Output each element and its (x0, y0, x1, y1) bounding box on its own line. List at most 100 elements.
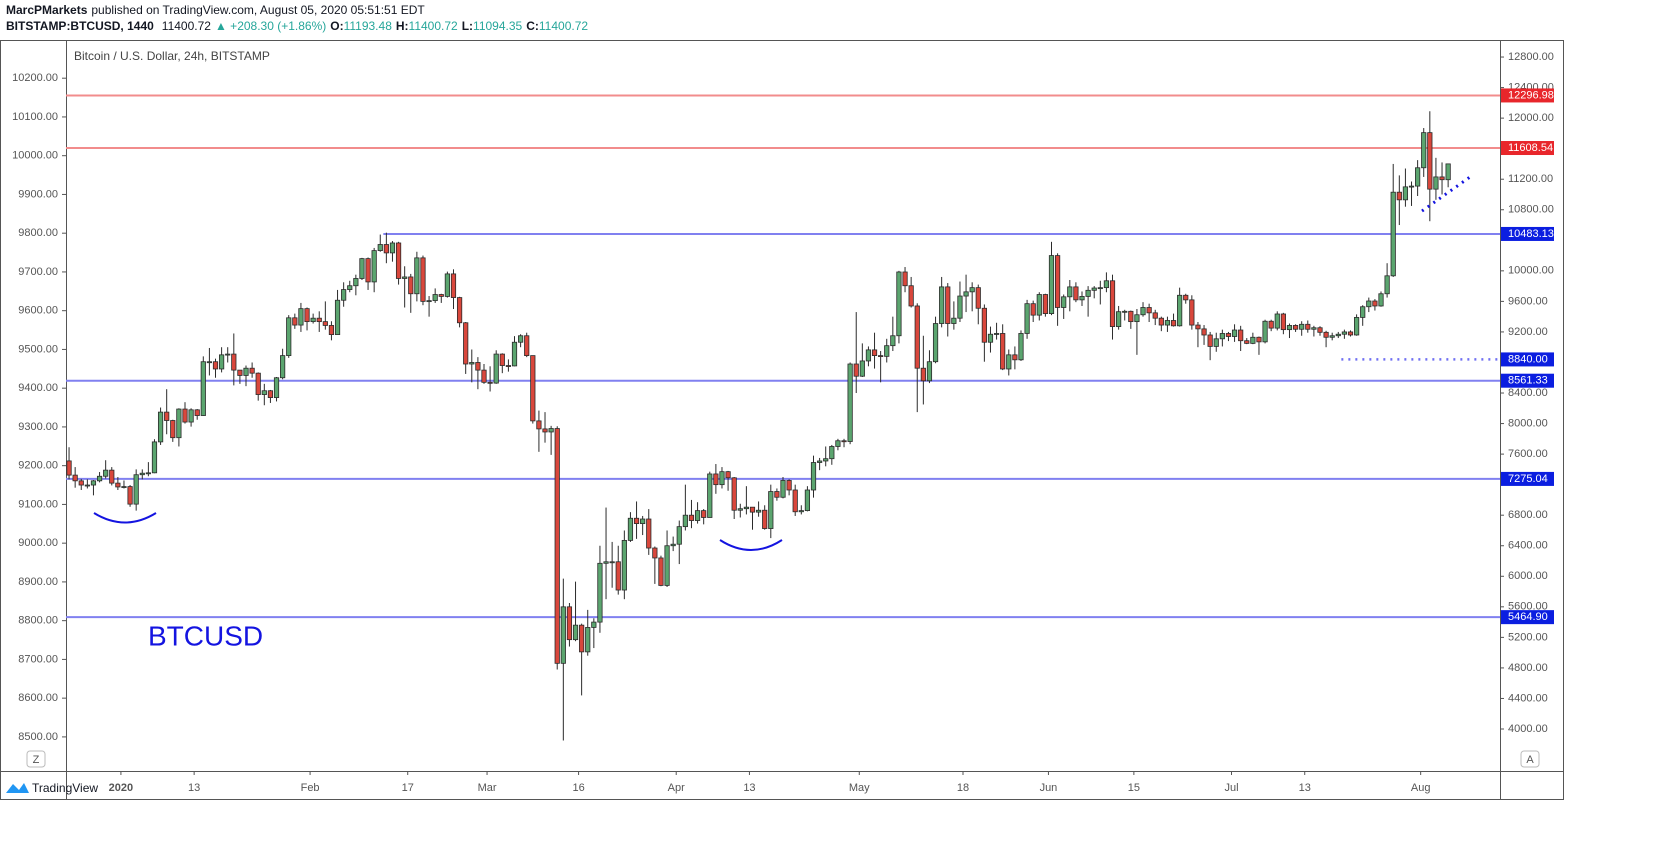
price-tag-label: 12296.98 (1508, 89, 1554, 101)
candle-body (243, 367, 249, 376)
candle-body (151, 441, 158, 474)
y-tick-label: 8400.00 (1508, 387, 1548, 399)
candle-body (621, 539, 627, 591)
candle-body (755, 509, 762, 513)
ohlc-value: 11193.48 (344, 19, 393, 33)
candle-body (511, 341, 518, 367)
candle-body (231, 353, 237, 371)
y-tick-label: 12000.00 (1508, 112, 1554, 124)
candle-body (579, 624, 585, 653)
left-y-tick-label: 9700.00 (18, 266, 58, 278)
candle-body (1366, 300, 1372, 308)
candle-body (438, 294, 444, 297)
candle-body (1067, 286, 1073, 298)
price-tag-label: 7275.04 (1508, 473, 1548, 485)
candle-body (768, 491, 774, 529)
candle-body (835, 440, 841, 447)
candle-body (249, 367, 255, 374)
candle-body (90, 480, 97, 486)
candle-body (1042, 294, 1048, 315)
candle-body (1201, 328, 1207, 336)
chart-legend: Bitcoin / U.S. Dollar, 24h, BITSTAMP (74, 49, 270, 63)
candle-body (585, 627, 591, 653)
author: MarcPMarkets (6, 3, 88, 17)
left-y-tick-label: 10100.00 (12, 111, 58, 123)
candle-body (914, 305, 920, 369)
candle-body (389, 242, 396, 254)
left-y-tick-label: 9400.00 (18, 382, 58, 394)
candle-body (1238, 329, 1244, 342)
candle-body (280, 355, 286, 379)
price-tag (1501, 226, 1554, 241)
candle-body (1329, 335, 1335, 338)
candle-body (1128, 310, 1134, 323)
candle-body (66, 460, 72, 476)
candle-body (170, 420, 176, 439)
candle-body (164, 411, 170, 421)
x-tick-label: Mar (478, 782, 497, 794)
candle-body (572, 624, 579, 641)
candle-body (1250, 336, 1256, 344)
candle-body (774, 491, 780, 498)
candle-body (493, 353, 499, 384)
candle-body (469, 362, 475, 365)
candle-body (731, 477, 737, 511)
candle-body (1183, 294, 1189, 301)
candle-body (1018, 333, 1024, 361)
candle-body (499, 353, 505, 366)
candle-body (1415, 167, 1421, 187)
candle-body (200, 361, 206, 416)
candle-body (1006, 354, 1012, 370)
candle-body (121, 486, 127, 488)
x-tick-label: Jun (1040, 782, 1058, 794)
candle-body (536, 420, 542, 430)
left-y-tick-label: 10200.00 (12, 72, 58, 84)
left-y-tick-label: 8600.00 (18, 692, 58, 704)
candle-body (682, 514, 688, 528)
left-y-tick-label: 8900.00 (18, 576, 58, 588)
candle-body (603, 561, 609, 564)
header-line1: MarcPMarkets published on TradingView.com… (6, 3, 425, 17)
candle-body (1164, 320, 1171, 326)
candle-body (817, 460, 823, 463)
candle-body (975, 287, 981, 309)
y-tick-label: 12800.00 (1508, 51, 1554, 63)
candle-body (1396, 191, 1402, 201)
candle-body (1305, 323, 1311, 330)
left-y-tick-label: 9500.00 (18, 343, 58, 355)
candle-body (878, 355, 884, 358)
y-tick-label: 10800.00 (1508, 204, 1554, 216)
x-tick-label: 13 (188, 782, 200, 794)
corner-button[interactable] (26, 750, 46, 768)
y-tick-label: 5600.00 (1508, 601, 1548, 613)
candle-body (127, 486, 133, 505)
y-tick-label: 11200.00 (1508, 173, 1553, 185)
candle-body (1280, 313, 1286, 331)
candle-body (1109, 280, 1116, 327)
left-y-tick-label: 9000.00 (18, 537, 58, 549)
candle-body (926, 361, 933, 382)
candle-body (993, 333, 1000, 335)
candle-body (78, 480, 84, 486)
y-tick-label: 6000.00 (1508, 570, 1548, 582)
candle-body (951, 317, 957, 324)
candle-body (554, 428, 560, 664)
candle-body (304, 308, 310, 323)
candle-body (1408, 185, 1415, 188)
candle-body (762, 509, 768, 529)
candle-body (884, 345, 890, 357)
candle-body (377, 244, 383, 252)
y-tick-label: 9200.00 (1508, 326, 1548, 338)
published: published on TradingView.com, August 05,… (91, 3, 425, 17)
corner-button[interactable] (1520, 750, 1540, 768)
candle-body (792, 489, 798, 513)
candle-body (640, 518, 646, 524)
x-tick-label: 15 (1128, 782, 1140, 794)
candle-body (719, 471, 725, 486)
candle-body (1048, 255, 1055, 315)
candle-body (365, 258, 371, 283)
ohlc-value: 11400.72 (409, 19, 458, 33)
price-tag-label: 10483.13 (1508, 228, 1554, 240)
candle-body (804, 489, 811, 512)
candle-body (981, 307, 987, 343)
